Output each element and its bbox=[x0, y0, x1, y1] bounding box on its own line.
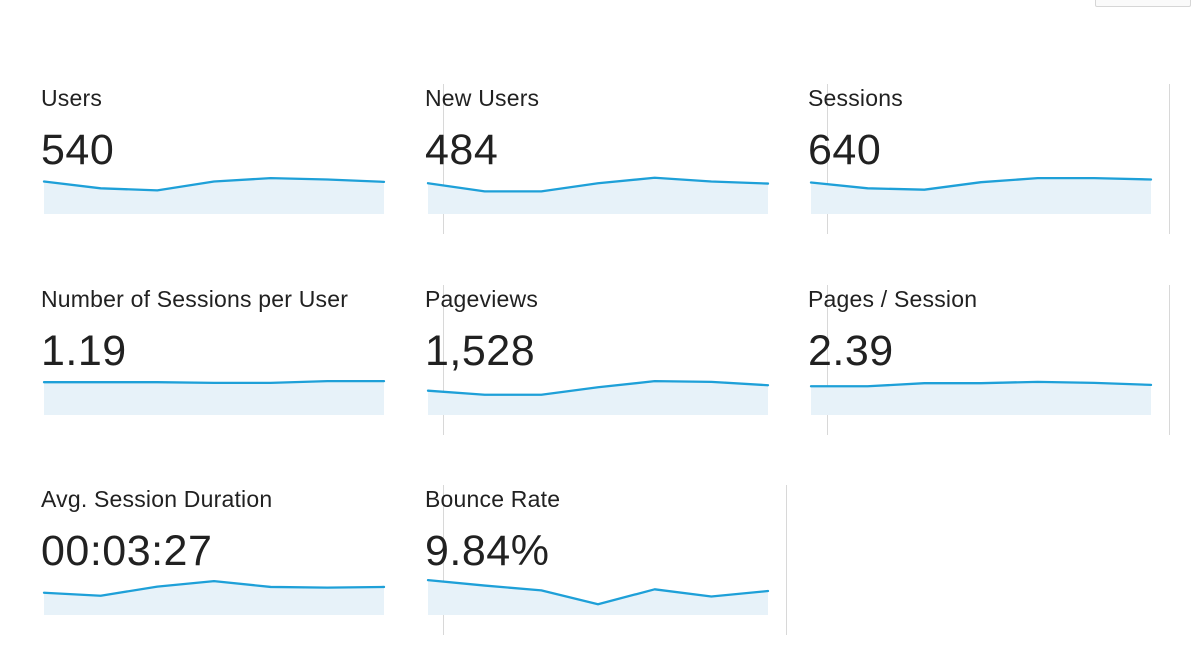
sparkline-users bbox=[42, 176, 386, 214]
sparkline-line bbox=[42, 380, 386, 385]
metric-card-bounce-rate[interactable]: Bounce Rate 9.84% bbox=[425, 485, 809, 659]
metric-label-sessions: Sessions bbox=[808, 85, 903, 111]
sparkline-bounce-rate bbox=[426, 578, 770, 615]
metric-card-new-users[interactable]: New Users 484 bbox=[425, 84, 828, 284]
metric-divider bbox=[1169, 84, 1170, 234]
sparkline-line bbox=[426, 380, 770, 396]
metric-value-bounce-rate: 9.84% bbox=[425, 527, 550, 575]
metric-divider bbox=[1169, 285, 1170, 435]
metric-card-sessions[interactable]: Sessions 640 bbox=[808, 84, 1192, 284]
metric-value-avg-session-duration: 00:03:27 bbox=[41, 527, 213, 575]
sparkline-sessions bbox=[809, 176, 1153, 214]
metric-card-pageviews[interactable]: Pageviews 1,528 bbox=[425, 285, 828, 485]
metric-label-avg-session-duration: Avg. Session Duration bbox=[41, 486, 273, 512]
sparkline-area bbox=[811, 381, 1151, 415]
metric-card-sessions-per-user[interactable]: Number of Sessions per User 1.19 bbox=[41, 285, 444, 485]
sparkline-avg-session-duration bbox=[42, 580, 386, 615]
metric-label-users: Users bbox=[41, 85, 103, 111]
metric-value-sessions: 640 bbox=[808, 126, 882, 174]
sparkline-line bbox=[809, 176, 1153, 191]
metric-value-sessions-per-user: 1.19 bbox=[41, 327, 127, 375]
sparkline-line bbox=[426, 578, 770, 606]
sparkline-area bbox=[428, 177, 768, 214]
sparkline-new-users bbox=[426, 176, 770, 214]
sparkline-area bbox=[44, 581, 384, 615]
metric-value-pages-per-session: 2.39 bbox=[808, 327, 894, 375]
sparkline-area bbox=[428, 381, 768, 415]
metric-card-avg-session-duration[interactable]: Avg. Session Duration 00:03:27 bbox=[41, 485, 444, 659]
metric-label-bounce-rate: Bounce Rate bbox=[425, 486, 561, 512]
metric-value-pageviews: 1,528 bbox=[425, 327, 536, 375]
metric-label-pages-per-session: Pages / Session bbox=[808, 286, 978, 312]
sparkline-line bbox=[42, 580, 386, 597]
sparkline-line bbox=[809, 380, 1153, 388]
sparkline-area bbox=[44, 381, 384, 415]
metric-label-new-users: New Users bbox=[425, 85, 540, 111]
metric-card-pages-per-session[interactable]: Pages / Session 2.39 bbox=[808, 285, 1192, 485]
metric-value-users: 540 bbox=[41, 126, 115, 174]
metric-value-new-users: 484 bbox=[425, 126, 499, 174]
sparkline-pageviews bbox=[426, 380, 770, 415]
sparkline-line bbox=[42, 176, 386, 192]
top-right-control[interactable] bbox=[1095, 0, 1191, 7]
metric-divider bbox=[786, 485, 787, 635]
metric-card-users[interactable]: Users 540 bbox=[41, 84, 444, 284]
sparkline-area bbox=[44, 178, 384, 214]
sparkline-pages-per-session bbox=[809, 380, 1153, 415]
sparkline-sessions-per-user bbox=[42, 380, 386, 415]
sparkline-line bbox=[426, 176, 770, 193]
sparkline-area bbox=[811, 178, 1151, 214]
metric-label-pageviews: Pageviews bbox=[425, 286, 539, 312]
metric-label-sessions-per-user: Number of Sessions per User bbox=[41, 286, 349, 312]
